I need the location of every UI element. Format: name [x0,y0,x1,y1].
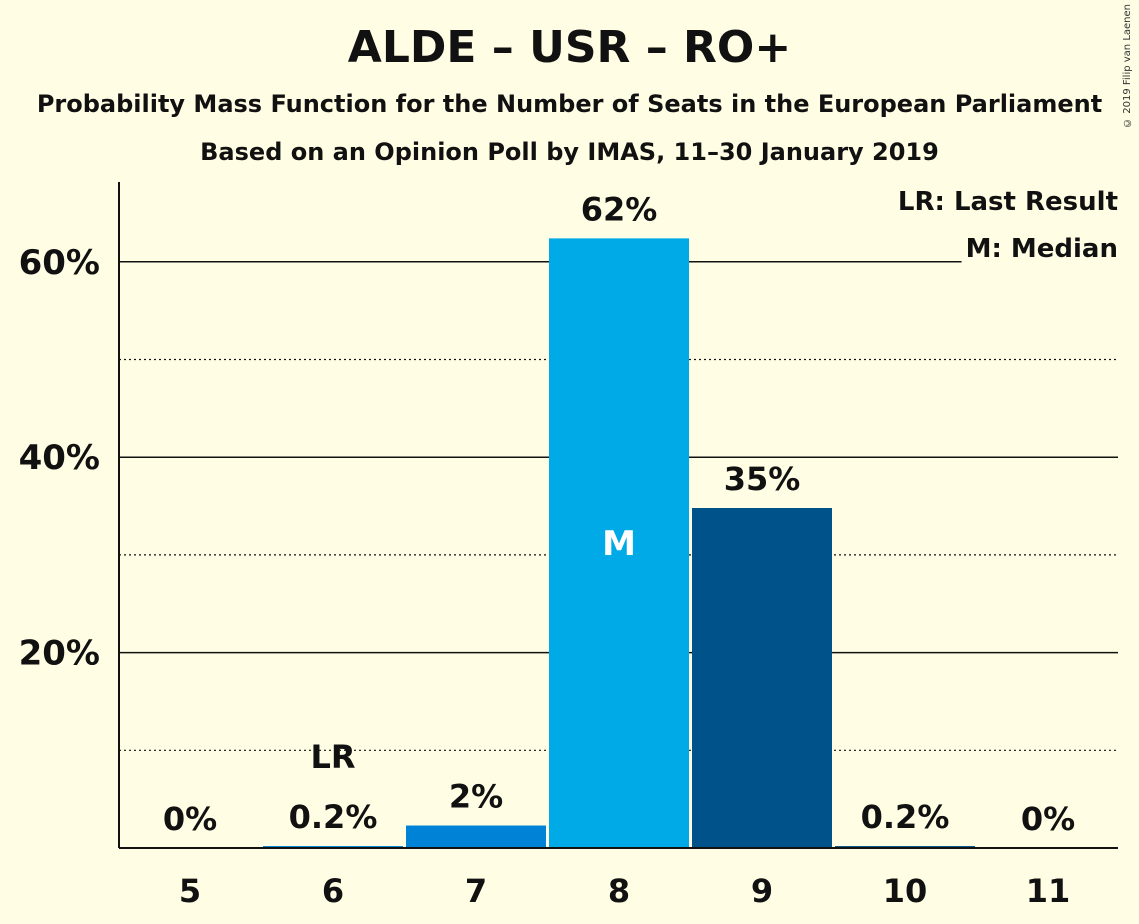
bar-seats-9 [692,508,832,848]
chart-subtitle: Probability Mass Function for the Number… [36,90,1103,118]
value-label: 2% [449,778,503,816]
x-tick-label: 9 [751,872,773,910]
x-tick-label: 7 [465,872,487,910]
chart-title: ALDE – USR – RO+ [347,22,792,73]
x-tick-label: 10 [883,872,928,910]
x-tick-label: 8 [608,872,630,910]
last-result-marker: LR [310,738,355,776]
bar-seats-8 [549,238,689,849]
bar-seats-7 [406,825,546,848]
value-label: 0.2% [289,798,378,836]
x-tick-label: 11 [1026,872,1071,910]
value-label: 35% [724,460,801,498]
legend-item: M: Median [966,234,1118,264]
value-label: 0.2% [861,798,950,836]
y-tick-label: 60% [19,243,100,283]
chart-subtitle-poll: Based on an Opinion Poll by IMAS, 11–30 … [200,138,939,166]
y-tick-label: 20% [19,634,100,674]
legend-item: LR: Last Result [898,187,1118,217]
legend-bg [961,227,1120,267]
y-tick-label: 40% [19,438,100,478]
median-marker: M [602,524,636,564]
x-tick-label: 5 [179,872,201,910]
x-tick-label: 6 [322,872,344,910]
value-label: 0% [163,800,217,838]
value-label: 0% [1021,800,1075,838]
value-label: 62% [581,190,658,228]
legend-bg [893,180,1120,220]
